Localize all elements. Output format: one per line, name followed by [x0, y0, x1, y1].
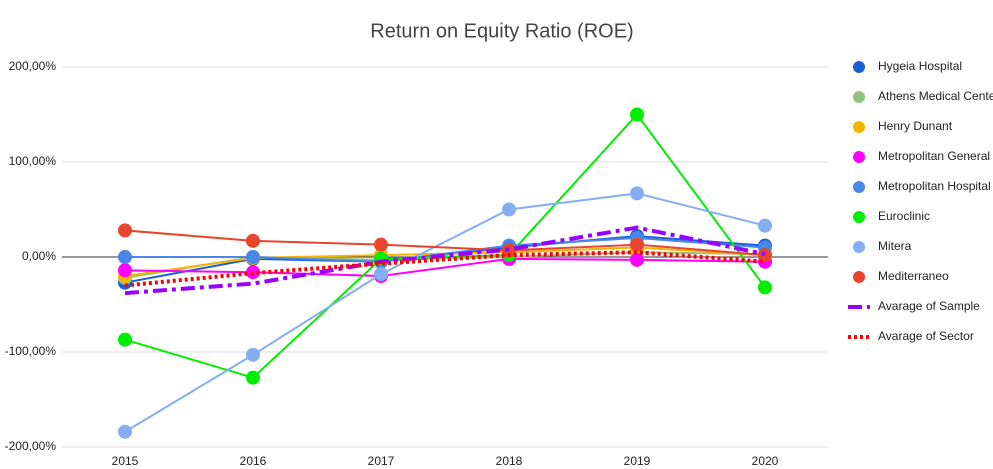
y-tick-label: -100,00%: [5, 344, 57, 358]
y-tick-label: 200,00%: [9, 59, 57, 73]
point: [502, 202, 516, 217]
y-tick-label: 0,00%: [22, 249, 56, 263]
series-line: [124, 192, 766, 433]
series-line: [125, 236, 766, 263]
legend-swatch: [853, 271, 865, 283]
point: [246, 370, 260, 385]
point: [758, 248, 772, 263]
legend-label: Euroclinic: [878, 209, 930, 223]
legend-label: Avarage of Sample: [878, 299, 980, 313]
point: [374, 267, 388, 282]
x-tick-label: 2016: [240, 454, 267, 468]
point: [758, 280, 772, 295]
legend-label: Metropolitan General: [878, 149, 990, 163]
point: [118, 332, 132, 347]
legend-swatch: [853, 121, 865, 133]
x-tick-label: 2019: [624, 454, 651, 468]
point: [630, 252, 644, 267]
point: [630, 107, 644, 122]
point: [758, 218, 772, 233]
average-line: [124, 250, 766, 288]
point: [630, 186, 644, 201]
legend-swatch: [853, 241, 865, 253]
legend-label: Metropolitan Hospital: [878, 179, 991, 193]
point: [630, 237, 644, 252]
point: [118, 223, 132, 238]
x-tick-label: 2020: [752, 454, 779, 468]
chart-title: Return on Equity Ratio (ROE): [370, 20, 633, 42]
point: [246, 347, 260, 362]
legend-swatch: [853, 91, 865, 103]
legend-label: Henry Dunant: [878, 119, 953, 133]
point: [118, 263, 132, 278]
y-tick-label: 100,00%: [9, 154, 57, 168]
legend-label: Hygeia Hospital: [878, 59, 962, 73]
point: [118, 424, 132, 439]
legend-label: Mediterraneo: [878, 269, 949, 283]
x-tick-label: 2017: [368, 454, 395, 468]
legend-label: Mitera: [878, 239, 912, 253]
series-line: [124, 112, 766, 379]
y-tick-label: -200,00%: [5, 439, 57, 453]
legend-swatch: [853, 211, 865, 223]
point: [246, 233, 260, 248]
x-tick-label: 2015: [112, 454, 139, 468]
point: [374, 237, 388, 252]
average-line: [124, 225, 766, 296]
legend-swatch: [853, 151, 865, 163]
point: [246, 250, 260, 264]
series-line: [124, 257, 766, 278]
legend-label: Avarage of Sector: [878, 329, 974, 343]
series-line: [124, 229, 766, 257]
point: [118, 250, 132, 264]
x-tick-label: 2018: [496, 454, 523, 468]
legend-swatch: [853, 61, 865, 73]
legend-swatch: [853, 181, 865, 193]
legend-label: Athens Medical Center: [878, 89, 993, 103]
